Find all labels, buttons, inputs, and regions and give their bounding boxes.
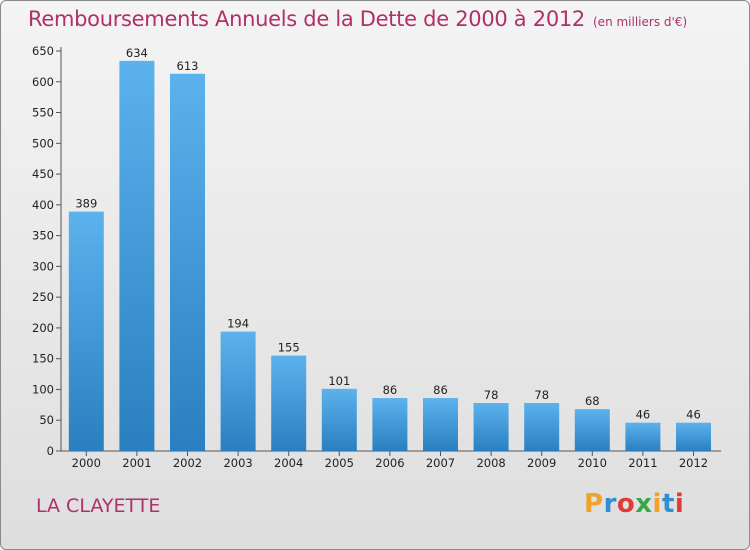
data-label: 155	[278, 341, 300, 355]
bar	[423, 398, 458, 451]
y-tick-label: 200	[32, 321, 54, 335]
y-tick-label: 500	[32, 136, 54, 150]
x-tick-label: 2002	[173, 456, 202, 470]
y-tick-label: 400	[32, 198, 54, 212]
logo-letter: t	[661, 489, 675, 519]
chart-title: Remboursements Annuels de la Dette de 20…	[28, 7, 687, 31]
data-label: 194	[227, 317, 249, 331]
data-label: 86	[383, 383, 398, 397]
y-tick-label: 50	[39, 413, 54, 427]
x-tick-label: 2008	[476, 456, 505, 470]
y-tick-label: 250	[32, 290, 54, 304]
bar	[220, 331, 256, 451]
x-tick-label: 2004	[274, 456, 303, 470]
y-tick-label: 300	[32, 259, 54, 273]
data-label: 634	[126, 46, 148, 60]
x-tick-label: 2000	[72, 456, 101, 470]
logo-letter: x	[635, 489, 653, 519]
logo-letter: o	[616, 489, 636, 519]
x-tick-label: 2003	[223, 456, 252, 470]
data-label: 86	[433, 383, 448, 397]
y-tick-label: 550	[32, 106, 54, 120]
bar	[119, 60, 155, 451]
data-label: 101	[328, 374, 350, 388]
bar	[321, 388, 357, 451]
y-tick-label: 450	[32, 167, 54, 181]
logo-letter: i	[652, 489, 662, 519]
chart-subtitle: (en milliers d'€)	[593, 15, 688, 29]
x-tick-label: 2011	[628, 456, 657, 470]
bar	[473, 403, 509, 451]
bar	[170, 73, 205, 452]
x-tick-label: 2012	[679, 456, 708, 470]
chart-title-text: Remboursements Annuels de la Dette de 20…	[28, 7, 585, 31]
y-tick-label: 100	[32, 382, 54, 396]
data-label: 46	[636, 408, 651, 422]
data-label: 78	[534, 388, 549, 402]
y-tick-label: 150	[32, 352, 54, 366]
bar	[574, 409, 610, 451]
data-label: 613	[177, 59, 199, 73]
data-label: 46	[686, 408, 701, 422]
bar	[68, 211, 104, 451]
bar	[625, 422, 661, 451]
data-label: 389	[75, 197, 97, 211]
logo-letter: i	[674, 489, 685, 519]
data-label: 68	[585, 394, 600, 408]
y-tick-label: 650	[32, 44, 54, 58]
logo-letter: r	[603, 489, 617, 519]
proxiti-logo: Proxiti	[584, 489, 684, 519]
x-tick-label: 2010	[578, 456, 607, 470]
x-tick-label: 2007	[426, 456, 455, 470]
x-tick-label: 2006	[375, 456, 404, 470]
logo-letter: P	[584, 489, 604, 519]
y-tick-label: 600	[32, 75, 54, 89]
bar	[271, 355, 307, 451]
data-label: 78	[484, 388, 499, 402]
y-tick-label: 350	[32, 229, 54, 243]
commune-name: LA CLAYETTE	[36, 495, 161, 517]
bar	[676, 422, 711, 451]
x-tick-label: 2005	[325, 456, 354, 470]
x-tick-label: 2009	[527, 456, 556, 470]
bar	[524, 403, 560, 451]
bar	[372, 398, 408, 451]
x-tick-label: 2001	[122, 456, 151, 470]
y-tick-label: 0	[47, 444, 54, 458]
